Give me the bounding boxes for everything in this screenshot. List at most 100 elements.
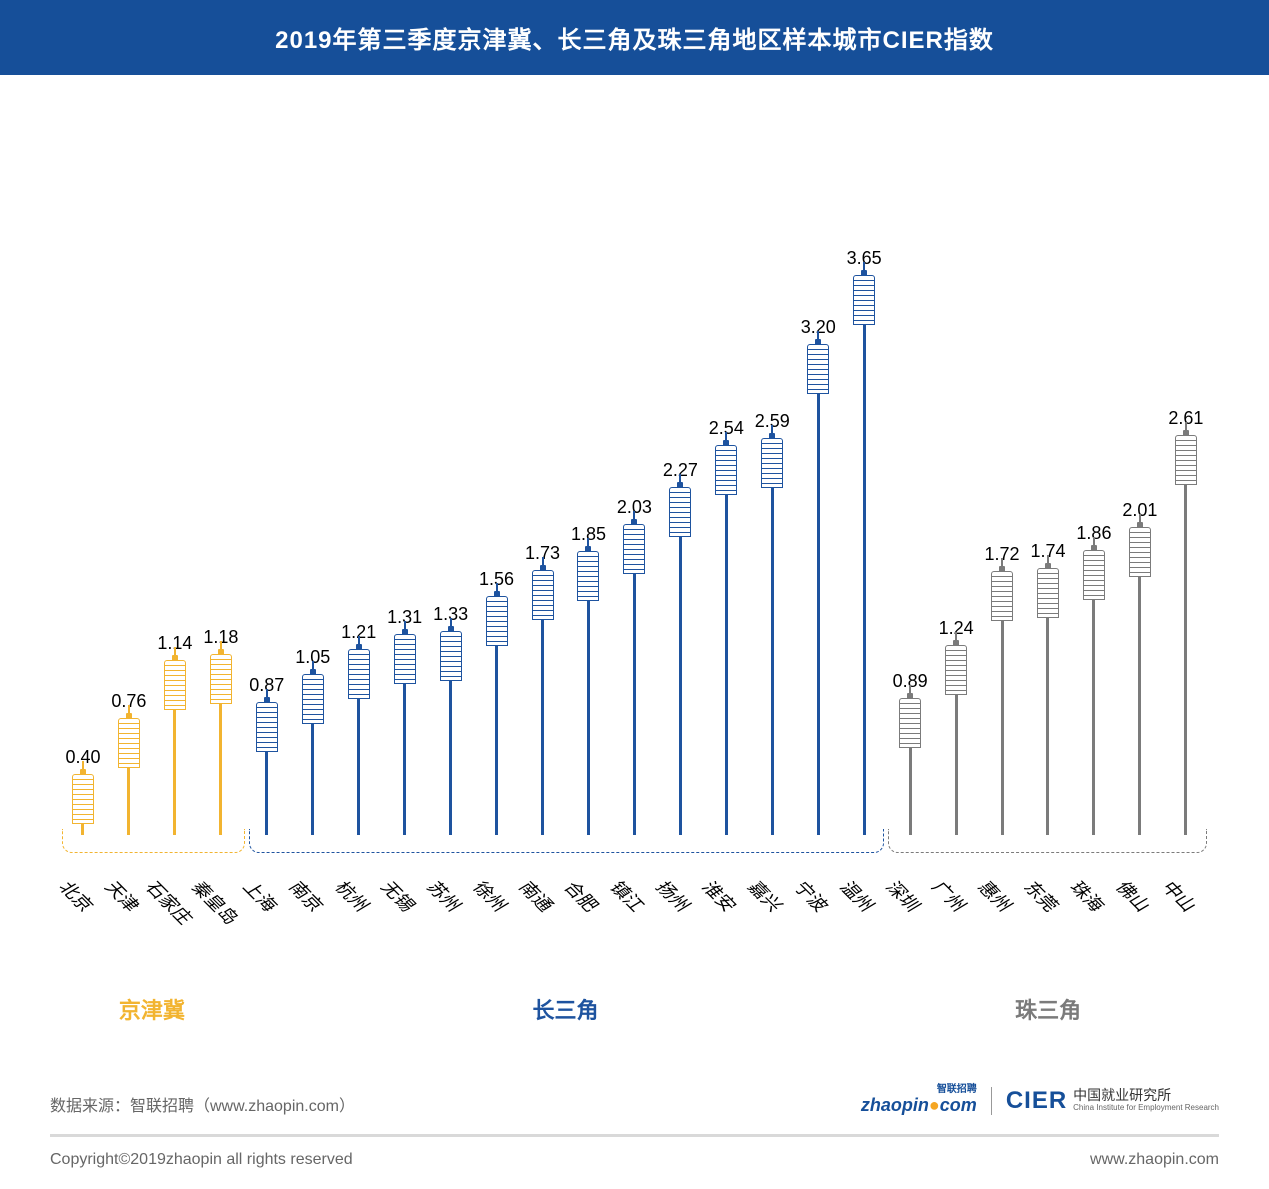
tower-stem	[541, 620, 544, 835]
bar-column: 1.86	[1071, 135, 1117, 835]
source-line: 数据来源：智联招聘（www.zhaopin.com） 智联招聘 zhaopin●…	[50, 1085, 1219, 1137]
cier-logo-text: CIER	[1006, 1087, 1067, 1115]
group-bracket-row	[50, 829, 1219, 859]
tower-icon	[850, 275, 878, 835]
bar-column: 0.87	[244, 135, 290, 835]
tower-icon	[437, 631, 465, 835]
group-label: 京津冀	[60, 993, 244, 1025]
tower-icon	[620, 524, 648, 835]
tower-icon	[69, 774, 97, 835]
cier-logo-en: China Institute for Employment Research	[1073, 1104, 1219, 1113]
tower-icon	[804, 344, 832, 835]
group-bracket	[62, 829, 245, 853]
tower-stem	[265, 752, 268, 835]
bar-column: 1.85	[565, 135, 611, 835]
city-label: 北京	[60, 873, 106, 953]
bar-column: 1.21	[336, 135, 382, 835]
group-label: 长三角	[244, 993, 887, 1025]
tower-icon	[1126, 527, 1154, 835]
city-label: 上海	[244, 873, 290, 953]
zhaopin-logo-en-suffix: com	[940, 1095, 977, 1115]
tower-icon	[712, 445, 740, 835]
city-label: 苏州	[428, 873, 474, 953]
tower-stem	[357, 699, 360, 835]
tower-icon	[1034, 568, 1062, 835]
tower-stem	[771, 488, 774, 835]
tower-stem	[173, 710, 176, 835]
tower-stem	[817, 394, 820, 835]
tower-icon	[253, 702, 281, 835]
bar-column: 0.76	[106, 135, 152, 835]
tower-stem	[863, 325, 866, 835]
tower-icon	[942, 645, 970, 835]
copyright-text: Copyright©2019zhaopin all rights reserve…	[50, 1151, 353, 1169]
tower-stem	[1138, 577, 1141, 835]
city-label: 杭州	[336, 873, 382, 953]
group-bracket	[249, 829, 884, 853]
tower-stem	[219, 704, 222, 835]
bar-column: 2.27	[657, 135, 703, 835]
tower-stem	[127, 768, 130, 835]
city-label: 南京	[290, 873, 336, 953]
city-label: 无锡	[382, 873, 428, 953]
bar-column: 3.65	[841, 135, 887, 835]
bar-column: 1.56	[474, 135, 520, 835]
city-label: 秦皇岛	[198, 873, 244, 953]
bar-column: 1.73	[520, 135, 566, 835]
bar-column: 1.18	[198, 135, 244, 835]
city-label: 温州	[841, 873, 887, 953]
tower-stem	[679, 537, 682, 835]
group-label: 珠三角	[887, 993, 1209, 1025]
tower-stem	[633, 574, 636, 835]
tower-stem	[1046, 618, 1049, 835]
city-label: 南通	[520, 873, 566, 953]
bar-column: 1.31	[382, 135, 428, 835]
city-label: 淮安	[703, 873, 749, 953]
group-bracket	[888, 829, 1207, 853]
bar-column: 2.59	[749, 135, 795, 835]
bar-column: 0.40	[60, 135, 106, 835]
tower-icon	[207, 654, 235, 835]
chart-plot-area: 0.400.761.141.180.871.051.211.311.331.56…	[50, 135, 1219, 835]
tower-stem	[909, 748, 912, 835]
city-label: 扬州	[657, 873, 703, 953]
city-label: 宁波	[795, 873, 841, 953]
city-label: 广州	[933, 873, 979, 953]
logo-divider	[991, 1087, 992, 1115]
source-text: 数据来源：智联招聘（www.zhaopin.com）	[50, 1092, 355, 1116]
bar-column: 1.24	[933, 135, 979, 835]
footer-url: www.zhaopin.com	[1090, 1151, 1219, 1169]
city-label: 惠州	[979, 873, 1025, 953]
footer: 数据来源：智联招聘（www.zhaopin.com） 智联招聘 zhaopin●…	[0, 1045, 1269, 1189]
bar-column: 2.03	[611, 135, 657, 835]
tower-stem	[311, 724, 314, 835]
page-title: 2019年第三季度京津冀、长三角及珠三角地区样本城市CIER指数	[0, 0, 1269, 75]
tower-icon	[345, 649, 373, 835]
tower-icon	[391, 634, 419, 835]
zhaopin-logo: 智联招聘 zhaopin●com	[861, 1085, 977, 1116]
tower-icon	[574, 551, 602, 835]
chart-container: 0.400.761.141.180.871.051.211.311.331.56…	[0, 75, 1269, 1045]
tower-stem	[449, 681, 452, 835]
tower-icon	[1080, 550, 1108, 835]
bar-column: 2.01	[1117, 135, 1163, 835]
tower-icon	[896, 698, 924, 835]
bar-column: 2.54	[703, 135, 749, 835]
tower-stem	[587, 601, 590, 835]
bar-column: 1.33	[428, 135, 474, 835]
bar-column: 1.74	[1025, 135, 1071, 835]
tower-icon	[529, 570, 557, 835]
city-label-row: 北京天津石家庄秦皇岛上海南京杭州无锡苏州徐州南通合肥镇江扬州淮安嘉兴宁波温州深圳…	[50, 873, 1219, 953]
tower-stem	[725, 495, 728, 835]
city-label: 东莞	[1025, 873, 1071, 953]
cier-logo-cn: 中国就业研究所	[1073, 1088, 1219, 1103]
tower-stem	[403, 684, 406, 835]
logo-block: 智联招聘 zhaopin●com CIER 中国就业研究所 China Inst…	[861, 1085, 1219, 1116]
tower-icon	[758, 438, 786, 835]
tower-icon	[161, 660, 189, 835]
city-label: 嘉兴	[749, 873, 795, 953]
tower-icon	[666, 487, 694, 835]
zhaopin-logo-en-prefix: zhaopin	[861, 1095, 929, 1115]
city-label: 徐州	[474, 873, 520, 953]
tower-stem	[495, 646, 498, 835]
